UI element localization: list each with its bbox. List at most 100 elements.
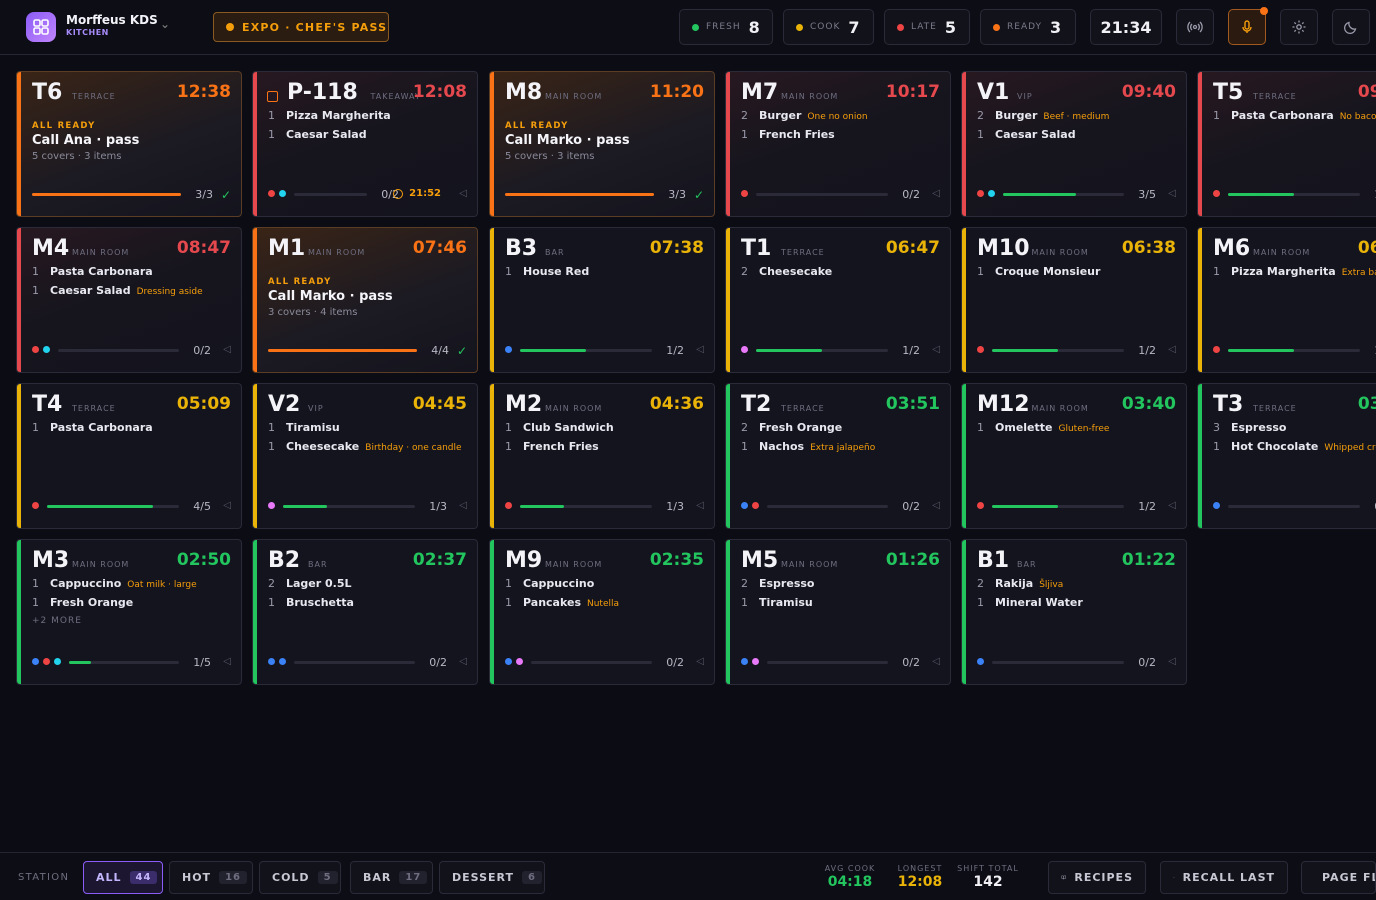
ticket-card[interactable]: M3 MAIN ROOM 02:50 1 Cappuccino Oat milk · la… bbox=[16, 539, 242, 685]
ticket-card[interactable]: M12 MAIN ROOM 03:40 1 Omelette Gluten-free 1/2… bbox=[961, 383, 1187, 529]
list-item[interactable]: 1 Pasta Carbonara bbox=[32, 421, 233, 440]
theme-toggle-button[interactable] bbox=[1332, 9, 1370, 45]
station-dot-icon bbox=[1213, 346, 1220, 353]
list-item[interactable]: 1 Cappuccino bbox=[505, 577, 706, 596]
ticket-card[interactable]: M8 MAIN ROOM 11:20 ALL READY Call Marko · pa… bbox=[489, 71, 715, 217]
list-item[interactable]: 1 Cappuccino Oat milk · large bbox=[32, 577, 233, 596]
mode-badge[interactable]: EXPO · CHEF'S PASS bbox=[213, 12, 389, 42]
ticket-card[interactable]: T2 TERRACE 03:51 2 Fresh Orange 1 Nachos Extra … bbox=[725, 383, 951, 529]
station-dot-icon bbox=[741, 658, 748, 665]
station-filter-all[interactable]: ALL 44 bbox=[83, 861, 163, 894]
speaker-icon[interactable]: ◁ bbox=[1168, 344, 1176, 355]
list-item[interactable]: 1 Nachos Extra jalapeño bbox=[741, 440, 942, 459]
chevron-down-icon[interactable]: ⌄ bbox=[160, 17, 171, 31]
ticket-card[interactable]: P-118 TAKEAWAY 12:08 1 Pizza Margherita 1 Caes… bbox=[252, 71, 478, 217]
ticket-card[interactable]: M10 MAIN ROOM 06:38 1 Croque Monsieur 1/2 ◁ bbox=[961, 227, 1187, 373]
station-filter-dessert[interactable]: DESSERT 6 bbox=[439, 861, 545, 894]
speaker-icon[interactable]: ◁ bbox=[932, 500, 940, 511]
speaker-icon[interactable]: ◁ bbox=[1168, 500, 1176, 511]
list-item[interactable]: 1 Pizza Margherita Extra basil bbox=[1213, 265, 1376, 284]
speaker-icon[interactable]: ◁ bbox=[459, 188, 467, 199]
ticket-card[interactable]: M4 MAIN ROOM 08:47 1 Pasta Carbonara 1 Caesar … bbox=[16, 227, 242, 373]
station-filter-cold[interactable]: COLD 5 bbox=[259, 861, 341, 894]
app-logo-icon[interactable] bbox=[26, 12, 56, 42]
list-item[interactable]: 1 Omelette Gluten-free bbox=[977, 421, 1178, 440]
speaker-icon[interactable]: ◁ bbox=[223, 344, 231, 355]
ticket-card[interactable]: T3 TERRACE 03:12 3 Espresso 1 Hot Chocolate Whi… bbox=[1197, 383, 1376, 529]
speaker-icon[interactable]: ◁ bbox=[223, 500, 231, 511]
list-item[interactable]: 2 Burger Beef · medium bbox=[977, 109, 1178, 128]
list-item[interactable]: 2 Cheesecake bbox=[741, 265, 942, 284]
list-item[interactable]: 1 Cheesecake Birthday · one candle bbox=[268, 440, 469, 459]
list-item[interactable]: 1 Mineral Water bbox=[977, 596, 1178, 615]
speaker-icon[interactable]: ◁ bbox=[223, 656, 231, 667]
speaker-icon[interactable]: ◁ bbox=[696, 656, 704, 667]
list-item[interactable]: 1 Caesar Salad Dressing aside bbox=[32, 284, 233, 303]
ticket-card[interactable]: T4 TERRACE 05:09 1 Pasta Carbonara 4/5 ◁ bbox=[16, 383, 242, 529]
progress-fill bbox=[32, 193, 181, 196]
speaker-icon[interactable]: ◁ bbox=[696, 500, 704, 511]
more-items-link[interactable]: +2 MORE bbox=[32, 616, 82, 626]
ticket-card[interactable]: B2 BAR 02:37 2 Lager 0.5L 1 Bruschetta 0/2 ◁ bbox=[252, 539, 478, 685]
list-item[interactable]: 1 Tiramisu bbox=[741, 596, 942, 615]
list-item[interactable]: 1 Pizza Margherita bbox=[268, 109, 469, 128]
speaker-icon[interactable]: ◁ bbox=[459, 656, 467, 667]
ticket-card[interactable]: M1 MAIN ROOM 07:46 ALL READY Call Marko · pa… bbox=[252, 227, 478, 373]
list-item[interactable]: 1 French Fries bbox=[741, 128, 942, 147]
settings-button[interactable] bbox=[1280, 9, 1318, 45]
speaker-icon[interactable]: ◁ bbox=[1168, 188, 1176, 199]
ticket-card[interactable]: M9 MAIN ROOM 02:35 1 Cappuccino 1 Pancakes Nute… bbox=[489, 539, 715, 685]
list-item[interactable]: 1 Pancakes Nutella bbox=[505, 596, 706, 615]
list-item[interactable]: 2 Lager 0.5L bbox=[268, 577, 469, 596]
filter-label: HOT bbox=[182, 871, 212, 884]
speaker-icon[interactable]: ◁ bbox=[932, 656, 940, 667]
ticket-card[interactable]: T5 TERRACE 09:17 1 Pasta Carbonara No bacon 1/… bbox=[1197, 71, 1376, 217]
list-item[interactable]: 1 Pasta Carbonara No bacon bbox=[1213, 109, 1376, 128]
ticket-card[interactable]: T6 TERRACE 12:38 ALL READY Call Ana · pass 5 … bbox=[16, 71, 242, 217]
ticket-card[interactable]: M5 MAIN ROOM 01:26 2 Espresso 1 Tiramisu 0/2 ◁ bbox=[725, 539, 951, 685]
speaker-icon[interactable]: ◁ bbox=[932, 188, 940, 199]
list-item[interactable]: 2 Fresh Orange bbox=[741, 421, 942, 440]
stat-fresh[interactable]: FRESH 8 bbox=[679, 9, 773, 45]
stat-cook[interactable]: COOK 7 bbox=[783, 9, 874, 45]
station-filter-bar[interactable]: BAR 17 bbox=[350, 861, 433, 894]
ticket-card[interactable]: V2 VIP 04:45 1 Tiramisu 1 Cheesecake Birthday ·… bbox=[252, 383, 478, 529]
list-item[interactable]: 3 Espresso bbox=[1213, 421, 1376, 440]
ticket-card[interactable]: B3 BAR 07:38 1 House Red 1/2 ◁ bbox=[489, 227, 715, 373]
list-item[interactable]: 1 Fresh Orange bbox=[32, 596, 233, 615]
ticket-card[interactable]: B1 BAR 01:22 2 Rakija Šljiva 1 Mineral Water 0/2… bbox=[961, 539, 1187, 685]
speaker-icon[interactable]: ◁ bbox=[932, 344, 940, 355]
list-item[interactable]: 1 Club Sandwich bbox=[505, 421, 706, 440]
speaker-icon[interactable]: ◁ bbox=[1168, 656, 1176, 667]
broadcast-button[interactable] bbox=[1176, 9, 1214, 45]
list-item[interactable]: 2 Burger One no onion bbox=[741, 109, 942, 128]
ticket-card[interactable]: M2 MAIN ROOM 04:36 1 Club Sandwich 1 French Fr… bbox=[489, 383, 715, 529]
speaker-icon[interactable]: ◁ bbox=[459, 500, 467, 511]
list-item[interactable]: 2 Espresso bbox=[741, 577, 942, 596]
recall-last-button[interactable]: RECALL LAST bbox=[1160, 861, 1288, 894]
list-item[interactable]: 2 Rakija Šljiva bbox=[977, 577, 1178, 596]
list-item[interactable]: 1 Croque Monsieur bbox=[977, 265, 1178, 284]
list-item[interactable]: 1 Hot Chocolate Whipped cream bbox=[1213, 440, 1376, 459]
station-filter-hot[interactable]: HOT 16 bbox=[169, 861, 253, 894]
progress-bar bbox=[992, 349, 1124, 352]
list-item[interactable]: 1 French Fries bbox=[505, 440, 706, 459]
ticket-card[interactable]: M7 MAIN ROOM 10:17 2 Burger One no onion 1 Fren… bbox=[725, 71, 951, 217]
list-item[interactable]: 1 Pasta Carbonara bbox=[32, 265, 233, 284]
ticket-card[interactable]: T1 TERRACE 06:47 2 Cheesecake 1/2 ◁ bbox=[725, 227, 951, 373]
list-item[interactable]: 1 Bruschetta bbox=[268, 596, 469, 615]
list-item[interactable]: 1 Caesar Salad bbox=[977, 128, 1178, 147]
ticket-card[interactable]: V1 VIP 09:40 2 Burger Beef · medium 1 Caesar Sa… bbox=[961, 71, 1187, 217]
speaker-icon[interactable]: ◁ bbox=[696, 344, 704, 355]
list-item[interactable]: 1 Caesar Salad bbox=[268, 128, 469, 147]
microphone-button[interactable] bbox=[1228, 7, 1268, 45]
recipes-button[interactable]: RECIPES bbox=[1048, 861, 1146, 894]
page-floor-button[interactable]: PAGE FLOOR bbox=[1301, 861, 1376, 894]
stat-ready[interactable]: READY 3 bbox=[980, 9, 1076, 45]
list-item[interactable]: 1 Tiramisu bbox=[268, 421, 469, 440]
ticket-title: M6 bbox=[1213, 236, 1251, 261]
stat-late[interactable]: LATE 5 bbox=[884, 9, 970, 45]
status-accent bbox=[1198, 228, 1202, 372]
list-item[interactable]: 1 House Red bbox=[505, 265, 706, 284]
